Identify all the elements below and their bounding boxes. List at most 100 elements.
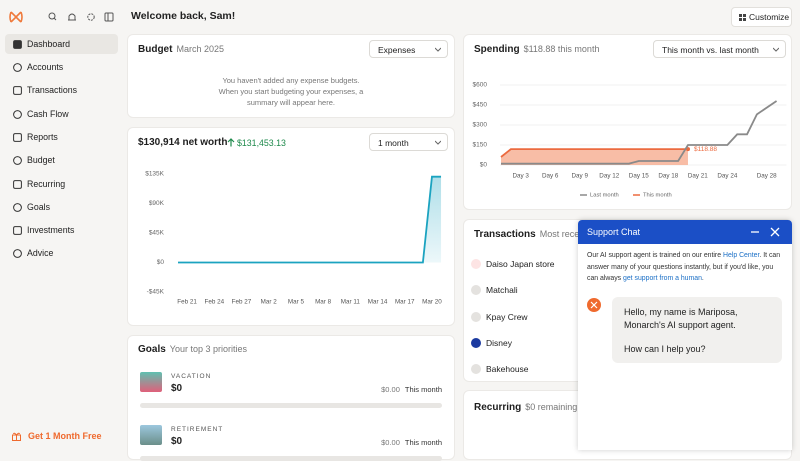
nav-label[interactable]: Recurring [27, 179, 66, 189]
agent-question: How can I help you? [624, 344, 706, 354]
nav-item[interactable]: Recurring [5, 174, 118, 194]
nav-icon [13, 226, 22, 235]
chat-title: Support Chat [587, 227, 641, 237]
nav-label[interactable]: Reports [27, 132, 58, 142]
nav-item[interactable]: Accounts [5, 57, 118, 77]
nav-label[interactable]: Investments [27, 225, 75, 235]
nav-icon [13, 40, 22, 49]
nav-icon [13, 63, 22, 72]
empty-line: summary will appear here. [247, 98, 335, 107]
nav-label[interactable]: Goals [27, 202, 50, 212]
icon-shape [13, 226, 22, 235]
merchant-logo [471, 259, 481, 269]
chat-intro: Our AI support agent is trained on our e… [587, 250, 785, 285]
goal-category: RETIREMENT [171, 426, 224, 433]
welcome-title: Welcome back, Sam! [131, 10, 236, 22]
merchant-logo [471, 364, 481, 375]
nav-label[interactable]: Budget [27, 155, 55, 165]
nav-icon [13, 133, 22, 142]
icon-shape [13, 180, 22, 189]
customize-button[interactable]: Customize [731, 7, 792, 27]
chat-controls[interactable] [750, 227, 784, 237]
spending-title: Spending $118.88 this month [474, 44, 599, 55]
nav-item[interactable]: Advice [5, 243, 118, 263]
recurring-title: Recurring $0 remaining [474, 402, 577, 413]
merchant-logo [471, 337, 481, 348]
transaction-row[interactable]: Disney [471, 337, 581, 349]
merchant-name[interactable]: Kpay Crew [486, 311, 528, 322]
net-worth-dropdown-label[interactable]: 1 month [378, 138, 409, 148]
icon-shape [13, 249, 22, 258]
net-worth-title: $130,914 net worth [138, 137, 228, 148]
support-chat: Support Chat Our AI support agent is tra… [578, 220, 792, 450]
goal-progress [140, 456, 442, 461]
icon-shape [13, 63, 22, 72]
nav-icon [13, 203, 22, 212]
nav-item[interactable]: Dashboard [5, 34, 118, 54]
goal-contribution-row: $0.00 This month [330, 438, 442, 447]
goal-contribution: $0.00 [381, 385, 400, 394]
nav-item[interactable]: Investments [5, 220, 118, 240]
nav-label[interactable]: Transactions [27, 85, 78, 95]
spending-title-text: Spending [474, 44, 520, 55]
chat-intro-text: . [701, 275, 704, 282]
spending-dropdown-label[interactable]: This month vs. last month [662, 45, 759, 55]
icon-shape [13, 203, 22, 212]
nav-item[interactable]: Reports [5, 127, 118, 147]
transaction-row[interactable]: Daiso Japan store [471, 258, 581, 270]
net-worth-card [127, 127, 455, 326]
goal-category: VACATION [171, 373, 212, 380]
merchant-name[interactable]: Daiso Japan store [486, 259, 555, 269]
nav-item[interactable]: Cash Flow [5, 104, 118, 124]
human-support-link[interactable]: get support from a human [623, 275, 702, 282]
promo-text[interactable]: Get 1 Month Free [28, 431, 102, 441]
dashboard: Dashboard Accounts Transactions Cash Flow Re… [5, 7, 792, 461]
icon-shape [13, 156, 22, 165]
icon-shape [13, 110, 22, 119]
nav-label[interactable]: Dashboard [27, 39, 71, 49]
transaction-row[interactable]: Kpay Crew [471, 311, 581, 323]
spending-subtitle: $118.88 this month [523, 44, 600, 54]
toolbar-icons[interactable] [48, 12, 118, 22]
recurring-subtitle: $0 remaining [525, 402, 578, 412]
empty-line: When you start budgeting your expenses, … [218, 87, 364, 96]
help-center-link[interactable]: Help Center [722, 252, 760, 259]
transactions-title-text: Transactions [474, 229, 536, 240]
logo [9, 11, 23, 23]
nav-icon [13, 110, 22, 119]
spending-dropdown[interactable]: This month vs. last month [653, 40, 786, 58]
budget-title-text: Budget [138, 44, 173, 55]
icon-shape [13, 40, 22, 49]
transactions-title: Transactions Most recent [474, 229, 587, 240]
nav-label[interactable]: Cash Flow [27, 109, 69, 119]
icon-shape [13, 86, 22, 95]
budget-dropdown-label[interactable]: Expenses [378, 45, 416, 55]
merchant-name[interactable]: Disney [486, 337, 512, 348]
transaction-row[interactable]: Bakehouse [471, 363, 581, 375]
merchant-name[interactable]: Matchali [486, 285, 518, 296]
spending-card [463, 34, 792, 210]
budget-title: Budget March 2025 [138, 44, 224, 55]
transaction-row[interactable]: Matchali [471, 284, 581, 296]
nav-item[interactable]: Budget [5, 150, 118, 170]
budget-dropdown[interactable]: Expenses [369, 40, 448, 58]
change-arrow [227, 138, 235, 147]
customize-label[interactable]: Customize [749, 12, 790, 22]
budget-period: March 2025 [176, 44, 224, 54]
nav-item[interactable]: Transactions [5, 80, 118, 100]
goals-title: Goals Your top 3 priorities [138, 344, 247, 355]
merchant-name[interactable]: Bakehouse [486, 364, 529, 375]
net-worth-dropdown[interactable]: 1 month [369, 133, 448, 151]
agent-avatar [587, 298, 601, 312]
goal-image [140, 372, 162, 392]
chat-intro-text: . It can answer many of your questions i… [587, 252, 781, 282]
nav-item[interactable]: Goals [5, 197, 118, 217]
recurring-title-text: Recurring [474, 402, 522, 413]
merchant-logo [471, 311, 481, 322]
goal-contribution-row: $0.00 This month [330, 385, 442, 394]
nav-icon [13, 249, 22, 258]
nav-label[interactable]: Advice [27, 248, 54, 258]
nav-label[interactable]: Accounts [27, 62, 64, 72]
net-worth-change: $131,453.13 [237, 138, 286, 148]
icon-shape [13, 133, 22, 142]
